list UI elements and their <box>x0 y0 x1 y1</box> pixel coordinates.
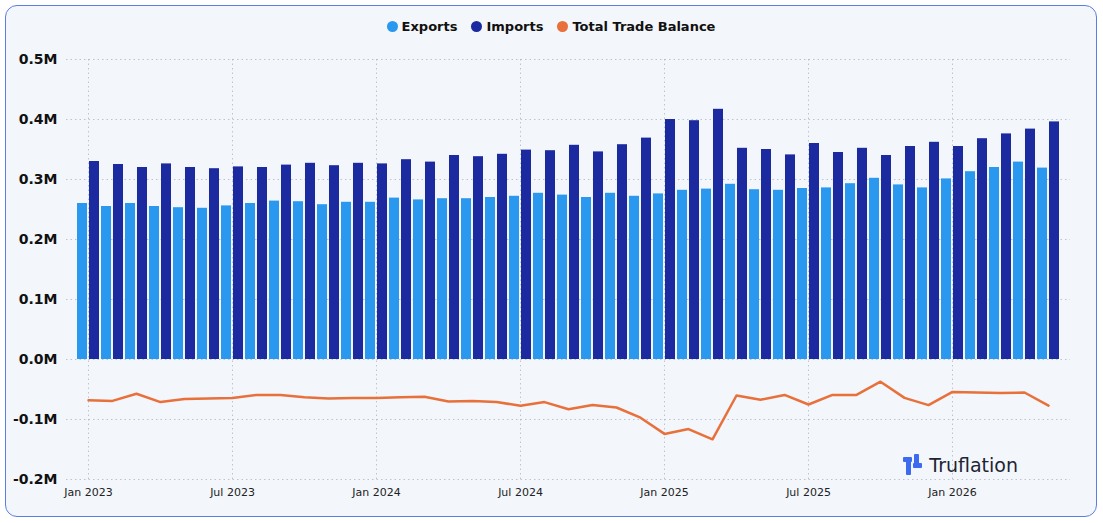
svg-text:Jul 2025: Jul 2025 <box>785 486 831 499</box>
html-text:Exports: Exports <box>401 18 458 34</box>
html-text:Imports: Imports <box>486 18 544 34</box>
svg-text:Jul 2023: Jul 2023 <box>209 486 255 499</box>
html-text:Total Trade Balance: Total Trade Balance <box>572 18 716 34</box>
svg-text:0.2M: 0.2M <box>19 231 58 247</box>
svg-text:0.1M: 0.1M <box>19 291 58 307</box>
svg-text:-0.1M: -0.1M <box>13 411 58 427</box>
svg-text:Jan 2023: Jan 2023 <box>63 486 112 499</box>
svg-text:Jan 2026: Jan 2026 <box>927 486 976 499</box>
svg-text:Jul 2024: Jul 2024 <box>497 486 543 499</box>
svg-text:0.0M: 0.0M <box>19 351 58 367</box>
svg-text:0.3M: 0.3M <box>19 171 58 187</box>
svg-text:0.5M: 0.5M <box>19 51 58 67</box>
svg-text:-0.2M: -0.2M <box>13 471 58 487</box>
html-text:Truflation: Truflation <box>929 454 1018 476</box>
svg-text:Jan 2024: Jan 2024 <box>351 486 400 499</box>
svg-text:0.4M: 0.4M <box>19 111 58 127</box>
svg-text:Jan 2025: Jan 2025 <box>639 486 688 499</box>
